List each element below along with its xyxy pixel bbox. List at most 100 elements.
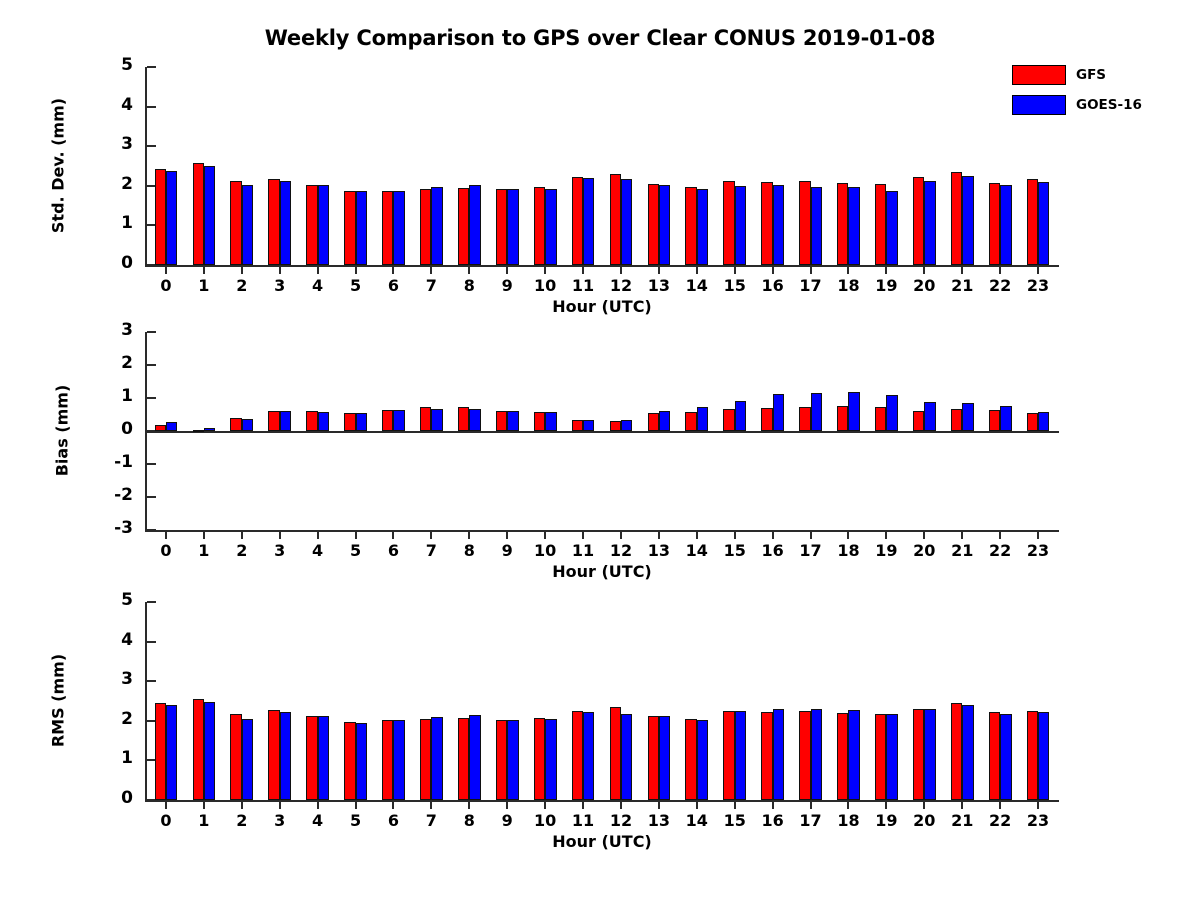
x-tick-mark — [164, 265, 167, 274]
bar-gfs-hour-7 — [420, 718, 432, 800]
x-tick-label-7: 7 — [425, 276, 437, 295]
y-tick-mark — [147, 601, 156, 603]
bar-goes-16-hour-6 — [393, 719, 405, 800]
y-tick-label: 5 — [121, 590, 133, 610]
x-tick-mark — [657, 800, 660, 809]
x-tick-label-23: 23 — [1026, 541, 1050, 560]
bar-gfs-hour-6 — [382, 190, 394, 265]
bar-gfs-hour-14 — [685, 719, 697, 800]
bar-goes-16-hour-15 — [734, 400, 747, 431]
x-tick-label-11: 11 — [571, 276, 595, 295]
bar-gfs-hour-11 — [571, 177, 584, 265]
bar-goes-16-hour-22 — [1000, 184, 1012, 265]
x-tick-label-16: 16 — [761, 541, 784, 560]
page-title: Weekly Comparison to GPS over Clear CONU… — [264, 26, 936, 50]
bar-goes-16-hour-14 — [696, 407, 709, 431]
bar-gfs-hour-8 — [457, 407, 470, 431]
x-tick-mark — [619, 530, 622, 539]
bar-gfs-hour-9 — [495, 720, 508, 800]
y-tick-mark — [147, 184, 156, 187]
x-tick-label-8: 8 — [463, 541, 475, 560]
x-axis-line — [145, 800, 1059, 802]
bar-goes-16-hour-23 — [1038, 712, 1050, 800]
bar-gfs-hour-2 — [230, 418, 242, 431]
bar-goes-16-hour-4 — [317, 184, 329, 265]
x-tick-label-5: 5 — [349, 276, 362, 295]
y-tick-mark — [147, 719, 156, 722]
bar-gfs-hour-0 — [154, 169, 166, 265]
x-tick-mark — [961, 265, 964, 274]
x-tick-mark — [240, 530, 243, 539]
y-tick-label: 1 — [121, 386, 133, 406]
bar-gfs-hour-22 — [988, 712, 1001, 800]
x-tick-label-3: 3 — [274, 541, 286, 560]
bar-goes-16-hour-3 — [279, 712, 292, 800]
x-tick-label-12: 12 — [609, 276, 633, 295]
x-tick-label-1: 1 — [198, 811, 210, 830]
y-tick-label: 3 — [121, 669, 133, 690]
x-tick-label-1: 1 — [198, 276, 210, 295]
x-tick-mark — [202, 530, 205, 539]
x-tick-mark — [468, 530, 471, 539]
x-tick-label-22: 22 — [988, 276, 1012, 295]
x-tick-mark — [354, 265, 357, 274]
bar-goes-16-hour-6 — [393, 190, 405, 265]
y-axis-line — [145, 67, 147, 265]
x-tick-mark — [354, 530, 357, 539]
x-tick-label-14: 14 — [685, 541, 708, 560]
x-tick-label-8: 8 — [463, 811, 475, 830]
x-tick-mark — [847, 265, 850, 274]
x-axis-label-rms: Hour (UTC) — [552, 832, 652, 851]
x-tick-label-6: 6 — [387, 811, 400, 830]
x-tick-label-18: 18 — [837, 811, 860, 830]
x-tick-label-6: 6 — [387, 276, 400, 295]
bar-goes-16-hour-0 — [165, 170, 178, 265]
x-tick-mark — [278, 800, 281, 809]
bar-gfs-hour-19 — [875, 184, 887, 265]
bar-goes-16-hour-17 — [810, 186, 822, 265]
bar-gfs-hour-20 — [912, 410, 925, 431]
y-tick-mark — [147, 463, 156, 465]
bar-goes-16-hour-22 — [1000, 713, 1012, 800]
bar-goes-16-hour-8 — [469, 408, 481, 431]
x-tick-label-4: 4 — [312, 276, 324, 295]
bar-goes-16-hour-18 — [848, 392, 860, 431]
bar-gfs-hour-10 — [533, 411, 546, 431]
bar-gfs-hour-16 — [761, 712, 773, 800]
bar-goes-16-hour-10 — [545, 188, 557, 265]
x-tick-mark — [240, 265, 243, 274]
bar-gfs-hour-8 — [457, 718, 470, 800]
x-tick-label-23: 23 — [1026, 811, 1050, 830]
bar-goes-16-hour-6 — [393, 409, 405, 431]
x-tick-label-5: 5 — [349, 541, 362, 560]
x-tick-mark — [771, 265, 774, 274]
x-tick-label-2: 2 — [236, 541, 248, 560]
x-tick-mark — [544, 800, 547, 809]
x-axis-line — [145, 530, 1059, 532]
x-tick-mark — [961, 530, 964, 539]
x-tick-label-4: 4 — [312, 541, 324, 560]
bar-goes-16-hour-14 — [696, 188, 709, 265]
y-axis-label-rms: RMS (mm) — [48, 653, 68, 748]
bar-goes-16-hour-16 — [772, 185, 784, 265]
bar-goes-16-hour-15 — [734, 185, 747, 265]
x-tick-label-12: 12 — [609, 811, 633, 830]
x-tick-mark — [695, 800, 698, 809]
x-tick-label-5: 5 — [349, 811, 362, 830]
y-tick-mark — [147, 640, 156, 643]
x-tick-label-11: 11 — [571, 811, 595, 830]
bar-goes-16-hour-15 — [734, 711, 747, 800]
bar-gfs-hour-2 — [230, 713, 242, 800]
bar-gfs-hour-15 — [723, 710, 735, 800]
y-axis-line — [145, 602, 147, 800]
bar-gfs-hour-16 — [761, 182, 773, 265]
subplot-std-dev: 0 1 2 3 4 5 0 1 2 3 4 5 6 7 8 9 10 11 12 13 14 15 16 17 18 19 20 21… — [0, 55, 1200, 316]
x-tick-mark — [468, 800, 471, 809]
x-tick-label-22: 22 — [988, 811, 1012, 830]
bar-goes-16-hour-5 — [355, 191, 367, 265]
x-tick-label-20: 20 — [913, 541, 936, 560]
bar-goes-16-hour-0 — [165, 704, 178, 800]
bar-gfs-hour-6 — [382, 409, 394, 431]
bar-gfs-hour-4 — [306, 184, 318, 265]
x-tick-label-2: 2 — [236, 811, 248, 830]
